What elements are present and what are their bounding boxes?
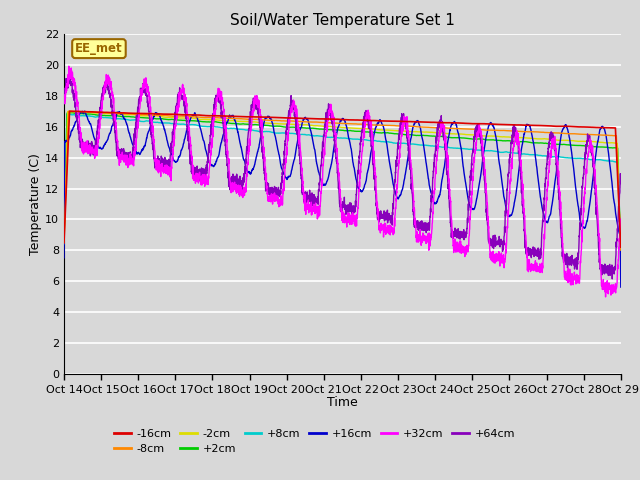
Legend: -16cm, -8cm, -2cm, +2cm, +8cm, +16cm, +32cm, +64cm: -16cm, -8cm, -2cm, +2cm, +8cm, +16cm, +3… xyxy=(109,424,520,459)
X-axis label: Time: Time xyxy=(327,396,358,409)
Text: EE_met: EE_met xyxy=(75,42,123,55)
Title: Soil/Water Temperature Set 1: Soil/Water Temperature Set 1 xyxy=(230,13,455,28)
Y-axis label: Temperature (C): Temperature (C) xyxy=(29,153,42,255)
